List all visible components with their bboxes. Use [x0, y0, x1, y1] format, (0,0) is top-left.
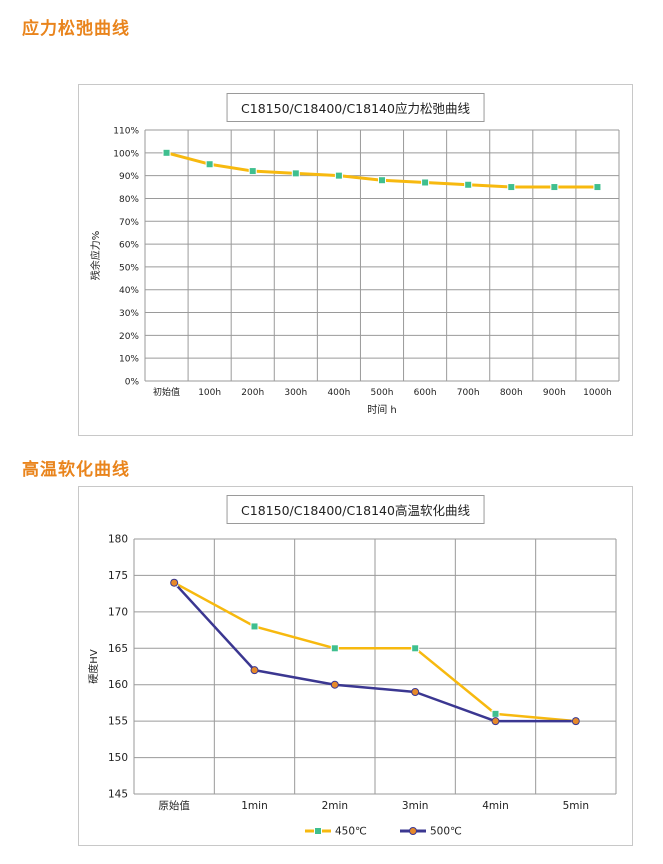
data-point	[330, 680, 339, 689]
high-temp-softening-chart-panel: C18150/C18400/C18140高温软化曲线 145 150 155 160 1…	[78, 486, 633, 846]
y-axis-label: 残余应力%	[89, 231, 102, 281]
x-tick-label: 原始值	[158, 799, 190, 812]
chart-title: C18150/C18400/C18140高温软化曲线	[226, 495, 485, 524]
data-point	[421, 178, 430, 187]
x-tick-label: 初始值	[153, 386, 180, 398]
x-tick-label: 100h	[198, 388, 221, 398]
legend-swatch-marker	[314, 827, 322, 835]
y-tick-label: 170	[108, 606, 128, 618]
data-point	[491, 717, 500, 726]
x-tick-label: 900h	[543, 388, 566, 398]
data-point	[507, 183, 516, 192]
data-point	[464, 180, 473, 189]
x-tick-label: 3min	[402, 800, 428, 812]
y-tick-label: 175	[108, 570, 128, 582]
stress-relaxation-chart: 0% 10% 20% 30% 40% 50% 60% 70% 80% 90% 100% 110% 初始值…	[89, 127, 620, 416]
data-point	[291, 169, 300, 178]
y-tick-label: 165	[108, 643, 128, 655]
legend-label: 500℃	[430, 826, 462, 838]
high-temp-softening-chart: 145 150 155 160 165 170 175 180 原始值 1min 2min 3min 4…	[87, 534, 617, 838]
legend-swatch-marker	[409, 827, 417, 835]
data-point	[411, 644, 420, 653]
x-tick-label: 1min	[241, 800, 267, 812]
x-tick-label: 1000h	[583, 388, 612, 398]
data-point	[248, 167, 257, 176]
data-point	[378, 176, 386, 185]
y-tick-label: 150	[108, 752, 128, 764]
x-axis-label: 时间 h	[367, 403, 397, 416]
data-point	[491, 709, 500, 718]
x-tick-label: 5min	[563, 800, 589, 812]
y-tick-label: 20%	[119, 332, 139, 342]
y-tick-label: 155	[108, 716, 128, 728]
x-tick-label: 500h	[371, 388, 394, 398]
y-tick-label: 40%	[119, 286, 139, 296]
y-tick-label: 110%	[113, 127, 139, 137]
x-tick-label: 300h	[284, 388, 307, 398]
data-point	[162, 148, 171, 157]
series-line	[173, 581, 576, 723]
y-axis-label: 硬度HV	[87, 649, 100, 684]
x-tick-label: 600h	[414, 388, 437, 398]
series-line	[173, 581, 576, 723]
data-point	[571, 717, 580, 726]
x-tick-label: 200h	[241, 388, 264, 398]
data-point	[411, 688, 420, 696]
data-point	[593, 183, 602, 192]
legend-label: 450℃	[335, 826, 367, 838]
section-title-high-temp-softening: 高温软化曲线	[22, 460, 130, 480]
data-point	[250, 622, 259, 631]
y-tick-label: 50%	[119, 263, 139, 273]
x-tick-label: 4min	[482, 800, 508, 812]
y-tick-label: 0%	[125, 378, 140, 388]
data-point	[330, 644, 339, 653]
stress-relaxation-chart-panel: C18150/C18400/C18140应力松弛曲线 0% 10% 20% 30% 40…	[78, 84, 633, 436]
data-point	[250, 666, 259, 675]
y-tick-label: 90%	[119, 172, 139, 182]
y-tick-label: 80%	[119, 195, 139, 205]
y-tick-label: 180	[108, 534, 128, 546]
x-tick-label: 2min	[322, 800, 348, 812]
y-tick-label: 70%	[119, 218, 139, 228]
y-tick-label: 160	[108, 679, 128, 691]
x-tick-label: 400h	[327, 388, 350, 398]
y-tick-label: 60%	[119, 241, 139, 251]
y-tick-label: 145	[108, 789, 128, 801]
data-point	[205, 160, 214, 169]
x-tick-label: 800h	[500, 388, 523, 398]
chart-title: C18150/C18400/C18140应力松弛曲线	[226, 93, 485, 122]
x-tick-label: 700h	[457, 388, 480, 398]
data-point	[170, 578, 179, 587]
data-point	[550, 183, 559, 192]
y-tick-label: 10%	[119, 355, 139, 365]
data-point	[334, 171, 343, 180]
y-tick-label: 100%	[113, 149, 139, 159]
section-title-stress-relaxation: 应力松弛曲线	[22, 19, 130, 39]
y-tick-label: 30%	[119, 309, 139, 319]
